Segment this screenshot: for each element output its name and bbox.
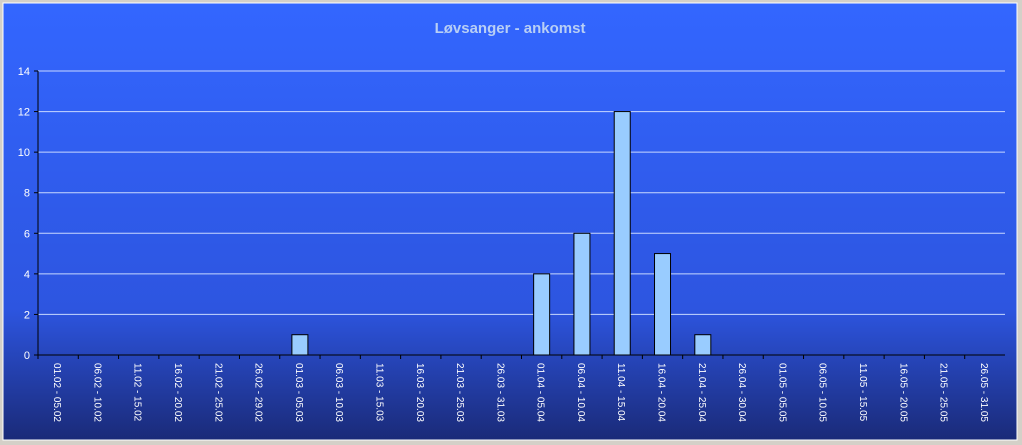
x-tick-label: 06.03 - 10.03 (333, 363, 344, 422)
x-tick-label: 16.05 - 20.05 (897, 363, 908, 422)
y-tick-label: 4 (24, 269, 30, 281)
x-tick-label: 21.03 - 25.03 (454, 363, 465, 422)
x-tick-label: 26.03 - 31.03 (494, 363, 505, 422)
y-tick-label: 12 (18, 107, 30, 119)
bar (613, 111, 631, 356)
bar (533, 273, 551, 356)
chart-title: Løvsanger - ankomst (435, 20, 586, 37)
bar (654, 253, 672, 356)
x-tick-label: 16.02 - 20.02 (172, 363, 183, 422)
bar (694, 334, 712, 356)
y-tick-label: 2 (24, 309, 30, 321)
x-tick-label: 21.02 - 25.02 (212, 363, 223, 422)
x-tick-label: 06.04 - 10.04 (575, 363, 586, 422)
x-tick-label: 21.04 - 25.04 (696, 363, 707, 422)
y-tick-label: 0 (24, 350, 30, 362)
x-tick-label: 11.02 - 15.02 (132, 363, 143, 422)
bar (573, 232, 591, 356)
x-tick-label: 26.05 - 31.05 (978, 363, 989, 422)
x-tick-label: 16.04 - 20.04 (656, 363, 667, 422)
y-tick-label: 10 (18, 147, 30, 159)
x-tick-label: 01.05 - 05.05 (776, 363, 787, 422)
x-tick-label: 21.05 - 25.05 (938, 363, 949, 422)
bar (291, 334, 309, 356)
x-tick-label: 26.04 - 30.04 (736, 363, 747, 422)
x-tick-label: 11.03 - 15.03 (373, 363, 384, 422)
x-tick-label: 06.02 - 10.02 (91, 363, 102, 422)
x-tick-label: 26.02 - 29.02 (253, 363, 264, 422)
x-tick-label: 06.05 - 10.05 (817, 363, 828, 422)
x-tick-label: 16.03 - 20.03 (414, 363, 425, 422)
x-tick-label: 01.03 - 05.03 (293, 363, 304, 422)
y-tick-label: 14 (18, 66, 30, 78)
x-tick-label: 11.05 - 15.05 (857, 363, 868, 422)
y-tick-label: 8 (24, 188, 30, 200)
y-tick-label: 6 (24, 228, 30, 240)
x-tick-label: 01.02 - 05.02 (51, 363, 62, 422)
x-tick-label: 01.04 - 05.04 (535, 363, 546, 422)
x-tick-label: 11.04 - 15.04 (615, 363, 626, 422)
